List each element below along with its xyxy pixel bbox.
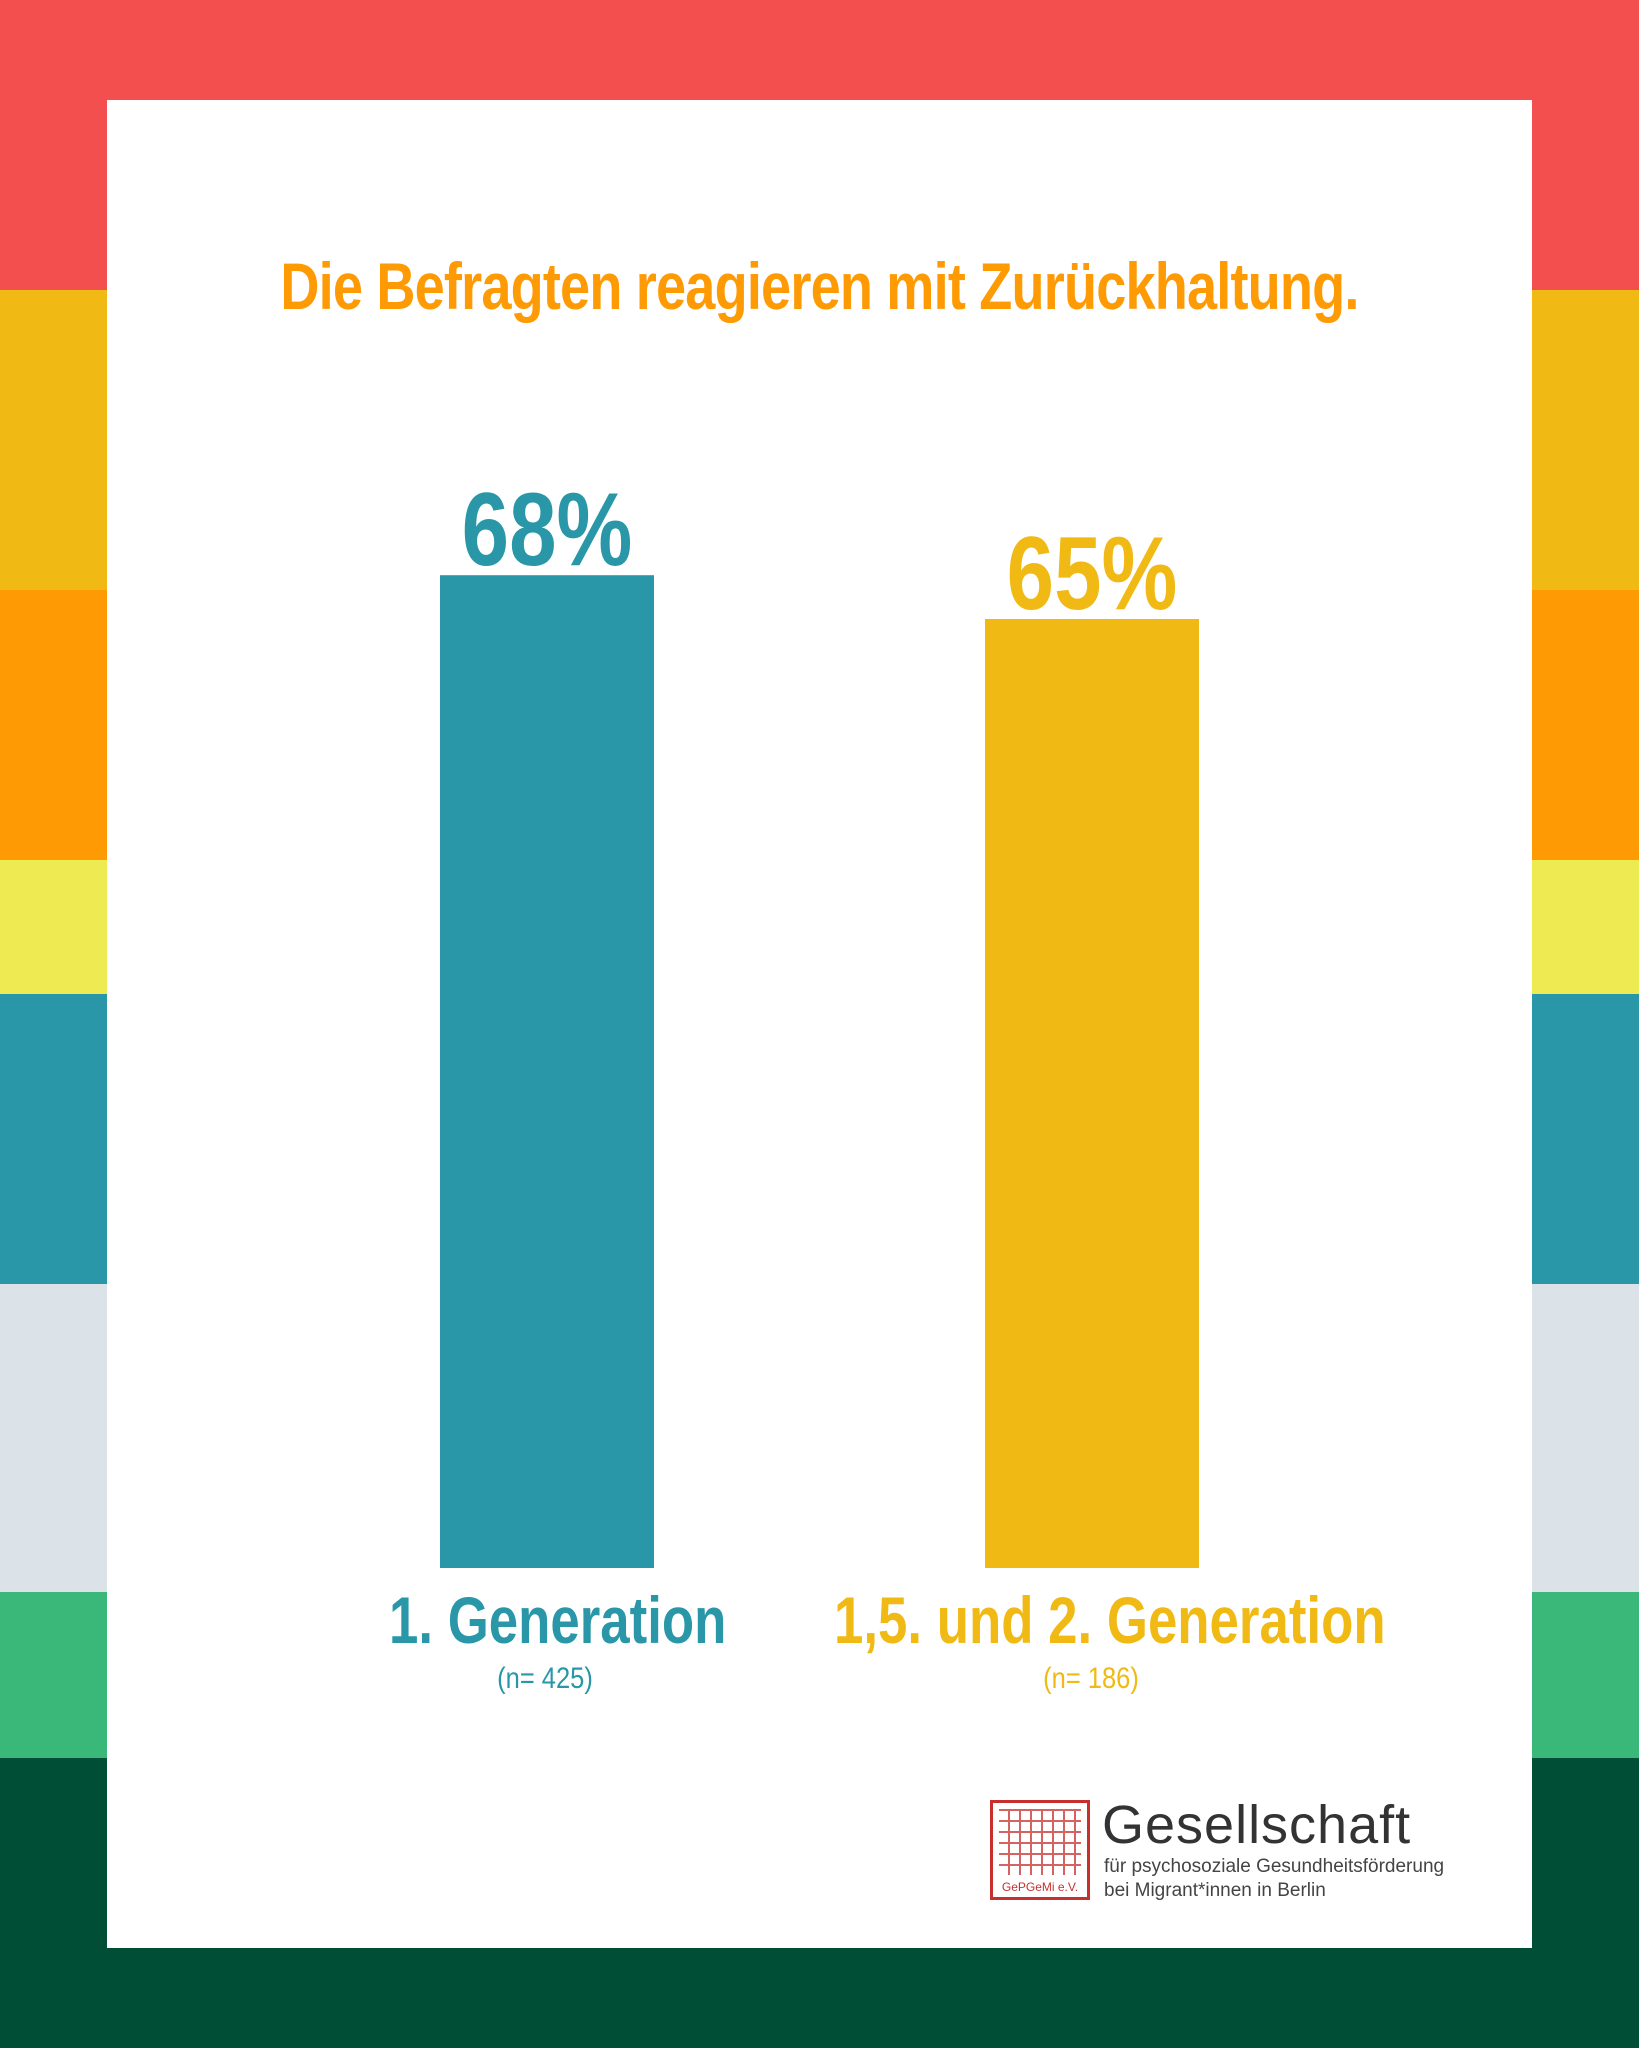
logo-line-1: für psychosoziale Gesundheitsförderung bbox=[1104, 1856, 1445, 1877]
logo-name: Gesellschaft bbox=[1102, 1795, 1412, 1855]
bar-2 bbox=[985, 619, 1199, 1568]
sample-size-label-2: (n= 186) bbox=[1043, 1662, 1139, 1695]
seal-text: GePGeMi e.V. bbox=[1001, 1880, 1079, 1894]
chart-title: Die Befragten reagieren mit Zurückhaltun… bbox=[280, 249, 1359, 323]
category-label-1: 1. Generation bbox=[389, 1583, 727, 1657]
sample-size-label-1: (n= 425) bbox=[497, 1662, 593, 1695]
bar-1 bbox=[440, 575, 654, 1568]
chart-panel bbox=[107, 100, 1532, 1948]
value-label-1: 68% bbox=[462, 472, 633, 588]
logo-line-2: bei Migrant*innen in Berlin bbox=[1104, 1880, 1326, 1901]
value-label-2: 65% bbox=[1007, 516, 1178, 632]
seal-glyph-pattern bbox=[999, 1809, 1081, 1875]
category-label-2: 1,5. und 2. Generation bbox=[834, 1583, 1386, 1657]
organization-logo: GePGeMi e.V. Gesellschaft für psychosozi… bbox=[990, 1795, 1480, 1905]
seal-icon: GePGeMi e.V. bbox=[990, 1800, 1090, 1900]
